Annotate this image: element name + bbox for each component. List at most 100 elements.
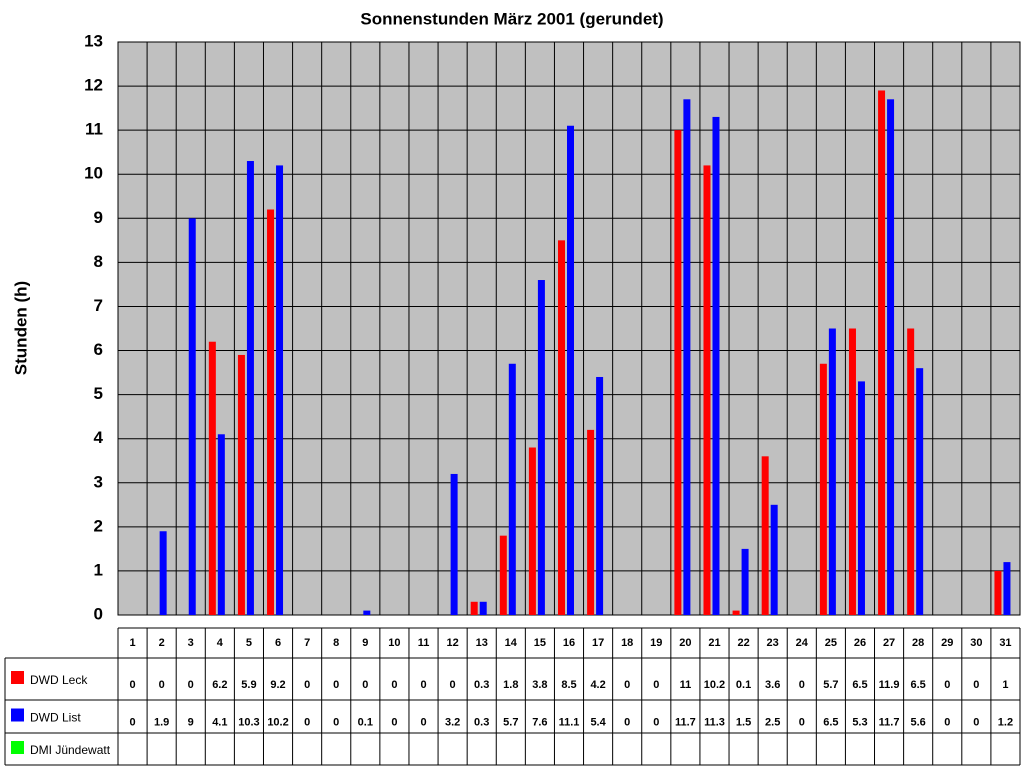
table-value: 1.5 [736, 716, 751, 728]
legend-label: DWD Leck [30, 673, 88, 687]
bar [246, 161, 254, 615]
bar [907, 328, 915, 615]
x-tick-label: 12 [446, 637, 458, 649]
legend-label: DWD List [30, 711, 81, 725]
table-value: 4.1 [212, 716, 227, 728]
table-value: 4.2 [590, 679, 605, 691]
table-value: 0 [799, 679, 805, 691]
table-value: 0 [653, 679, 659, 691]
bar [994, 570, 1002, 615]
legend-label: DMI Jündewatt [30, 743, 111, 757]
table-value: 0.1 [358, 716, 373, 728]
table-value: 11.1 [559, 716, 580, 728]
table-value: 0 [333, 679, 339, 691]
table-value: 11.7 [675, 716, 696, 728]
bar [887, 99, 895, 616]
bar [208, 341, 216, 615]
y-tick-label: 11 [85, 120, 103, 139]
x-tick-label: 30 [970, 637, 982, 649]
table-value: 0 [391, 716, 397, 728]
y-tick-label: 1 [94, 560, 103, 579]
bar [537, 280, 545, 615]
table-value: 0 [624, 679, 630, 691]
bar [567, 125, 574, 615]
table-value: 0 [624, 716, 630, 728]
x-tick-label: 31 [999, 637, 1011, 649]
x-tick-label: 27 [883, 637, 895, 649]
x-tick-label: 6 [275, 637, 281, 649]
table-value: 1.2 [998, 716, 1013, 728]
table-value: 6.5 [911, 679, 926, 691]
table-value: 9.2 [270, 679, 285, 691]
x-tick-label: 18 [621, 637, 633, 649]
x-tick-label: 3 [188, 637, 194, 649]
table-value: 5.7 [823, 679, 838, 691]
table-value: 0 [159, 679, 165, 691]
x-tick-label: 10 [388, 637, 400, 649]
table-value: 0 [653, 716, 659, 728]
bar [848, 328, 856, 615]
x-tick-label: 17 [592, 637, 604, 649]
x-tick-label: 13 [476, 637, 488, 649]
y-tick-label: 13 [84, 31, 103, 50]
x-tick-label: 1 [129, 637, 135, 649]
bar [587, 429, 595, 615]
table-value: 0.3 [474, 716, 489, 728]
bar [159, 531, 167, 615]
x-tick-label: 14 [505, 637, 518, 649]
table-value: 5.3 [852, 716, 867, 728]
table-value: 0 [304, 679, 310, 691]
x-tick-label: 23 [767, 637, 779, 649]
table-value: 11 [680, 679, 692, 691]
x-tick-label: 9 [362, 637, 368, 649]
y-axis-label: Stunden (h) [11, 281, 30, 375]
bar [363, 610, 371, 615]
table-value: 6.5 [823, 716, 838, 728]
table-value: 6.2 [212, 679, 227, 691]
table-value: 10.2 [267, 716, 288, 728]
table-value: 5.6 [911, 716, 926, 728]
bar [276, 165, 284, 615]
table-value: 0 [188, 679, 194, 691]
x-tick-label: 8 [333, 637, 339, 649]
table-value: 7.6 [532, 716, 547, 728]
x-tick-label: 24 [796, 637, 809, 649]
x-tick-label: 20 [679, 637, 691, 649]
bar [188, 218, 196, 616]
x-tick-label: 22 [737, 637, 749, 649]
y-tick-label: 7 [94, 296, 103, 315]
bar [732, 610, 740, 615]
bar [508, 363, 516, 615]
table-value: 5.9 [241, 679, 256, 691]
table-value: 0 [944, 716, 950, 728]
table-value: 3.6 [765, 679, 780, 691]
x-tick-label: 11 [418, 637, 430, 649]
table-value: 0 [420, 679, 426, 691]
table-value: 11.7 [879, 716, 900, 728]
table-value: 10.3 [238, 716, 259, 728]
y-tick-label: 10 [84, 164, 103, 183]
bar [916, 368, 924, 615]
table-value: 0 [420, 716, 426, 728]
table-value: 0 [973, 716, 979, 728]
table-value: 9 [188, 716, 194, 728]
table-value: 10.2 [704, 679, 725, 691]
bar [683, 99, 691, 616]
table-value: 0 [129, 716, 135, 728]
x-tick-label: 28 [912, 637, 924, 649]
bar [703, 165, 711, 615]
table-value: 0 [333, 716, 339, 728]
table-value: 3.8 [532, 679, 547, 691]
table-value: 0 [304, 716, 310, 728]
bar [450, 473, 458, 615]
y-tick-label: 8 [94, 252, 103, 271]
table-value: 1 [1002, 679, 1008, 691]
legend-swatch [11, 708, 24, 722]
x-tick-label: 15 [534, 637, 546, 649]
table-value: 0 [362, 679, 368, 691]
bar [770, 504, 778, 615]
y-tick-label: 9 [94, 208, 103, 227]
bar [596, 376, 604, 615]
table-value: 2.5 [765, 716, 780, 728]
bar [237, 354, 245, 615]
